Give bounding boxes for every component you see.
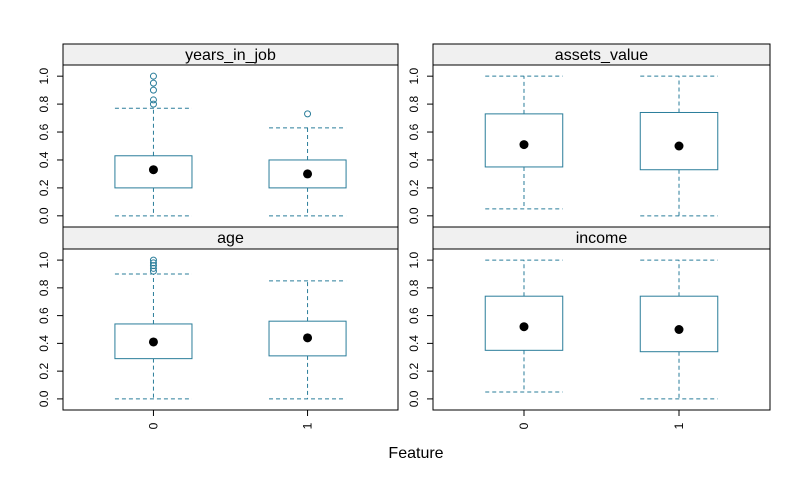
- outlier-point: [149, 96, 157, 104]
- y-tick-label: 0.0: [37, 207, 51, 224]
- box-iqr: [639, 111, 719, 171]
- y-tick-label: 0.6: [407, 307, 421, 324]
- panel-border: [432, 226, 771, 411]
- panel-strip: [432, 226, 771, 250]
- mean-point: [519, 322, 529, 332]
- panel-title: assets_value: [555, 47, 648, 64]
- mean-point: [674, 141, 684, 151]
- y-tick-label: 0.2: [407, 179, 421, 196]
- box-iqr: [268, 159, 347, 189]
- x-axis-title: Feature: [388, 445, 443, 462]
- box-iqr: [268, 320, 347, 357]
- mean-point: [148, 165, 158, 175]
- x-tick-label: 1: [672, 422, 686, 429]
- box-iqr: [639, 295, 719, 353]
- outlier-point: [149, 259, 157, 267]
- y-tick-label: 0.8: [407, 279, 421, 296]
- panel-strip: [62, 226, 399, 250]
- panel-income: income 0.0 0.2 0.4 0.6 0.8 1.0 0 1: [407, 226, 771, 429]
- y-tick-label: 0.4: [407, 151, 421, 168]
- box-iqr: [114, 323, 193, 360]
- box-1: [639, 75, 719, 217]
- box-iqr: [484, 295, 564, 351]
- panel-border: [432, 43, 771, 228]
- y-tick-label: 0.4: [37, 335, 51, 352]
- box-0: [484, 259, 564, 393]
- y-tick-label: 0.4: [37, 151, 51, 168]
- box-1: [268, 280, 347, 400]
- y-tick-label: 0.0: [37, 390, 51, 407]
- outlier-point: [149, 72, 157, 80]
- y-tick-label: 0.0: [407, 390, 421, 407]
- mean-point: [674, 325, 684, 334]
- y-tick-label: 1.0: [37, 68, 51, 85]
- box-0: [114, 72, 193, 217]
- y-tick-label: 0.2: [37, 362, 51, 379]
- mean-point: [303, 169, 313, 179]
- mean-point: [148, 337, 158, 347]
- panels-layer: years_in_job0.00.20.40.60.81.0assets_val…: [37, 43, 771, 429]
- x-tick-label: 0: [517, 422, 531, 429]
- panel-title: age: [217, 230, 244, 247]
- y-tick-label: 0.4: [407, 335, 421, 352]
- panel-strip: [62, 43, 399, 66]
- box-0: [484, 75, 564, 210]
- box-1: [639, 259, 719, 400]
- y-tick-label: 0.6: [37, 307, 51, 324]
- panel-border: [62, 43, 399, 228]
- panel-title: income: [576, 230, 628, 247]
- box-iqr: [484, 113, 564, 168]
- panel-border: [62, 226, 399, 411]
- panel-age: age 0.0 0.2 0.4 0.6 0.8 1.0 0 1: [37, 226, 399, 429]
- outlier-point: [149, 100, 157, 108]
- panel-strip: [432, 43, 771, 66]
- x-tick-label: 1: [301, 422, 315, 429]
- box-1: [268, 110, 347, 217]
- y-tick-label: 0.6: [407, 123, 421, 140]
- outlier-point: [149, 86, 157, 94]
- y-tick-label: 0.2: [407, 362, 421, 379]
- x-tick-label: 0: [146, 422, 160, 429]
- panel-title: years_in_job: [185, 47, 276, 64]
- outlier-point: [149, 256, 157, 264]
- y-tick-label: 0.8: [37, 95, 51, 112]
- outlier-point: [304, 110, 312, 118]
- y-tick-label: 1.0: [407, 68, 421, 85]
- panel-assets_value: assets_value 0.0 0.2 0.4 0.6 0.8 1.0: [407, 43, 771, 228]
- mean-point: [519, 140, 529, 150]
- panel-years_in_job: years_in_job 0.0 0.2 0.4 0.6 0.8 1.0: [37, 43, 399, 228]
- box-0: [114, 256, 193, 400]
- y-tick-label: 1.0: [37, 251, 51, 268]
- y-tick-label: 0.0: [407, 207, 421, 224]
- y-tick-label: 1.0: [407, 251, 421, 268]
- y-tick-label: 0.6: [37, 123, 51, 140]
- mean-point: [303, 333, 313, 343]
- y-tick-label: 0.2: [37, 179, 51, 196]
- outlier-point: [149, 79, 157, 87]
- y-tick-label: 0.8: [407, 95, 421, 112]
- y-tick-label: 0.8: [37, 279, 51, 296]
- box-iqr: [114, 155, 193, 189]
